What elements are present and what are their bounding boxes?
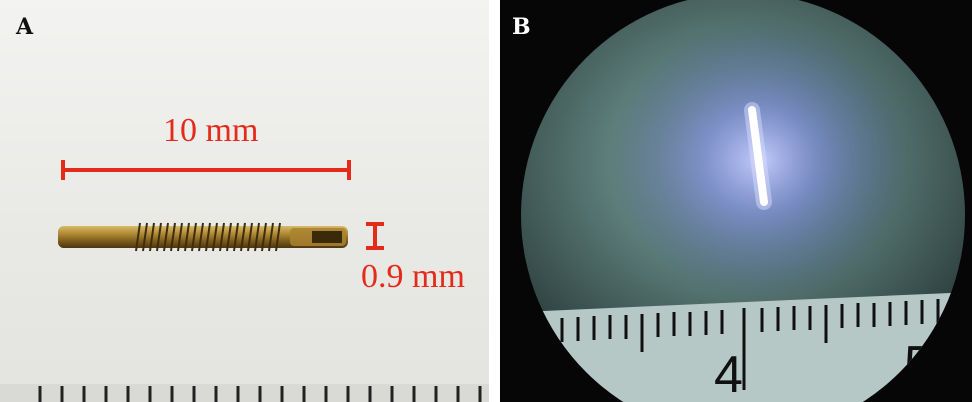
implant-threads <box>135 222 281 252</box>
implant-rod <box>58 222 348 252</box>
ruler-label-5: 5 <box>904 336 933 394</box>
glowing-fiber <box>744 102 772 210</box>
diameter-scale-bar <box>366 222 384 250</box>
panel-b-ruler: 4 5 <box>521 292 965 402</box>
panel-b-photo: 4 5 <box>521 0 965 402</box>
panel-a-letter: A <box>16 14 34 40</box>
ruler-label-4: 4 <box>714 346 743 402</box>
length-label: 10 mm <box>163 112 259 149</box>
microscope-field: 4 5 <box>521 0 965 402</box>
panel-b: 4 5 B <box>500 0 972 402</box>
panel-a: A 10 mm 0.9 mm <box>0 0 489 402</box>
panel-a-ruler <box>0 384 489 402</box>
diameter-label: 0.9 mm <box>361 258 465 295</box>
length-scale-bar <box>61 160 351 180</box>
panel-b-letter: B <box>512 14 531 40</box>
panel-a-photo <box>0 160 489 402</box>
